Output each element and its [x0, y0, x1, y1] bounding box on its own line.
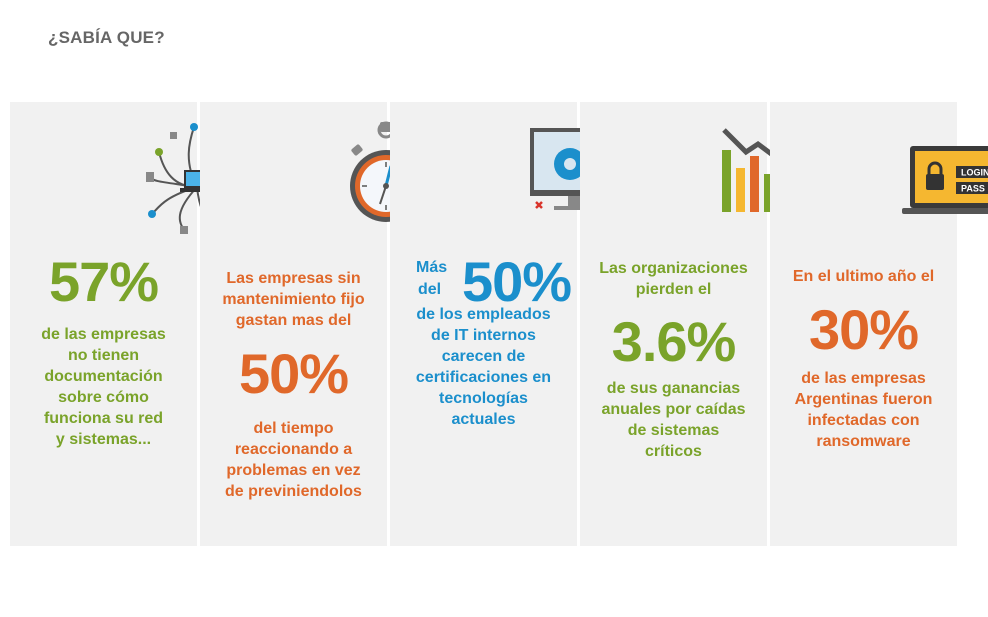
- page-title: ¿SABÍA QUE?: [48, 28, 165, 47]
- stat-intro: En el ultimo año el: [792, 268, 935, 285]
- stat-value: 50%: [462, 250, 572, 313]
- stat-description: de sus ganancias anuales por caídas de s…: [601, 380, 746, 460]
- stopwatch-icon: [200, 102, 422, 242]
- network-laptop-icon: [10, 102, 256, 242]
- stat-description: de las empresas no tienen documentación …: [41, 326, 166, 448]
- stat-value: 3.6%: [611, 310, 737, 373]
- pass-label: PASS: [961, 184, 985, 194]
- laptop-login-lock-icon: LOGIN PASS: [770, 102, 988, 242]
- stat-description: del tiempo reaccionando a problemas en v…: [225, 420, 362, 500]
- stat-headline: Más del 50%: [416, 250, 572, 313]
- stat-description: de los empleados de IT internos carecen …: [415, 306, 552, 428]
- stat-card-documentation: 57% de las empresas no tienen documentac…: [10, 102, 256, 546]
- stat-value: 50%: [238, 342, 349, 405]
- stat-card-ransomware: LOGIN PASS En el ultimo año el 30% de la…: [770, 102, 988, 546]
- stat-description: de las empresas Argentinas fueron infect…: [794, 370, 933, 450]
- stat-intro: Las organizaciones pierden el: [599, 260, 748, 298]
- stat-card-certifications: Más del 50% de los empleados de IT inter…: [390, 102, 626, 546]
- stat-value: 57%: [48, 250, 159, 313]
- stats-cards: 57% de las empresas no tienen documentac…: [10, 102, 988, 546]
- declining-bar-chart-icon: [580, 102, 815, 242]
- monitor-gears-icon: [390, 102, 626, 242]
- login-label: LOGIN: [961, 168, 988, 178]
- stat-intro: Las empresas sin mantenimiento fijo gast…: [222, 270, 365, 329]
- stat-card-maintenance: Las empresas sin mantenimiento fijo gast…: [200, 102, 422, 546]
- stat-value: 30%: [808, 298, 919, 361]
- stat-card-revenue-loss: Las organizaciones pierden el 3.6% de su…: [580, 102, 815, 546]
